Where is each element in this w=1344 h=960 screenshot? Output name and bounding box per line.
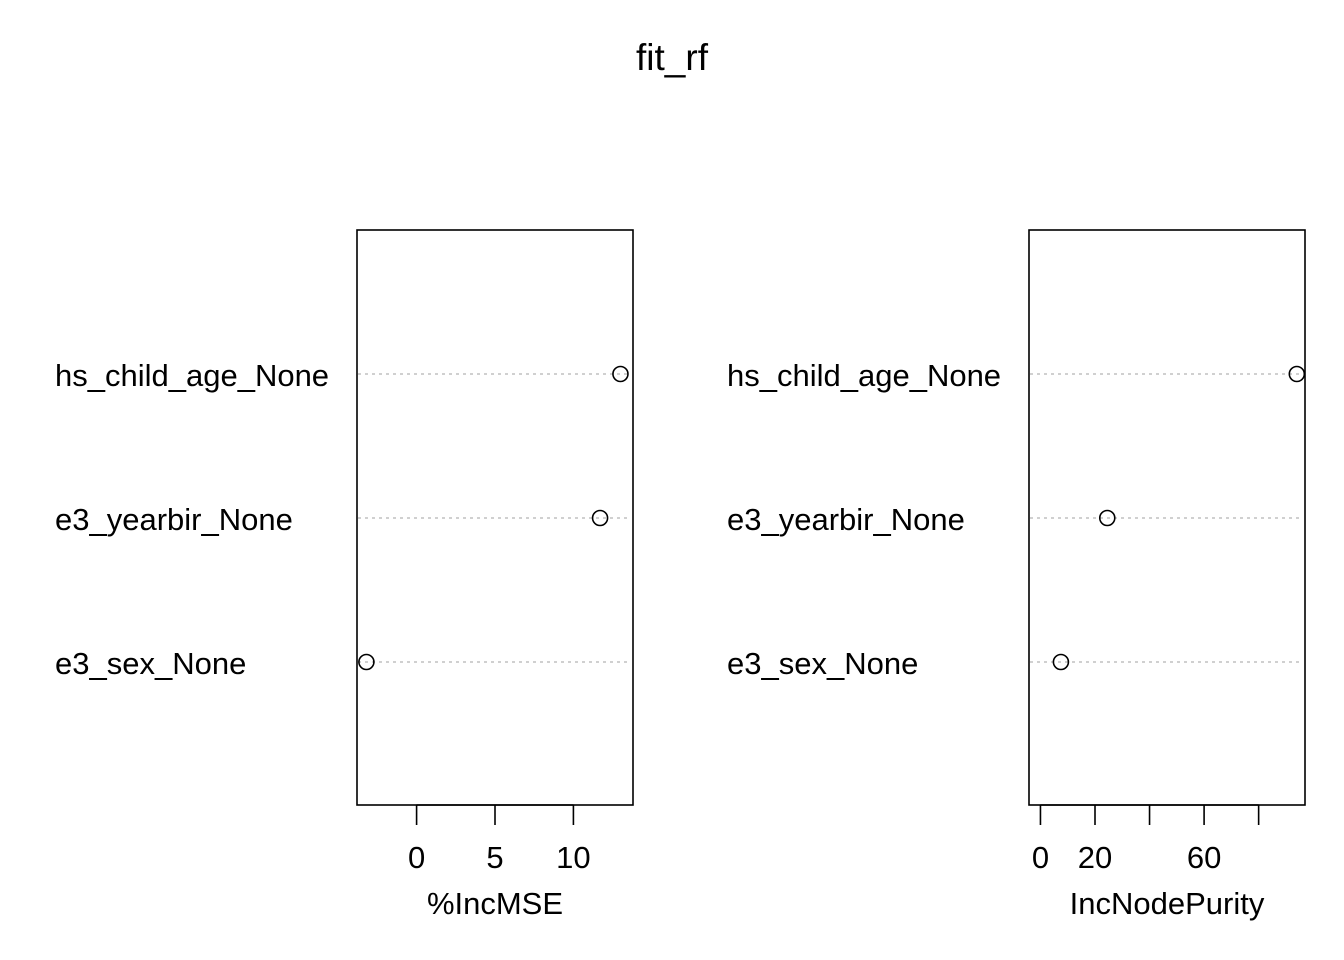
x-tick-label: 0: [408, 840, 425, 875]
x-tick-label: 10: [556, 840, 590, 875]
category-label: e3_sex_None: [727, 646, 918, 681]
chart-title: fit_rf: [636, 37, 709, 78]
category-label: hs_child_age_None: [727, 358, 1001, 393]
x-tick-label: 60: [1187, 840, 1221, 875]
data-point: [358, 653, 375, 671]
x-tick-label: 5: [486, 840, 503, 875]
data-point: [1288, 365, 1306, 383]
category-label: e3_yearbir_None: [727, 502, 965, 537]
data-point: [612, 365, 629, 383]
panel-incnodepurity: hs_child_age_None e3_yearbir_None e3_sex_N…: [727, 229, 1306, 921]
x-tick-label: 0: [1032, 840, 1049, 875]
x-tick-label: 20: [1078, 840, 1112, 875]
x-axis-label: %IncMSE: [427, 886, 563, 921]
data-point: [1098, 509, 1116, 527]
data-point: [1052, 653, 1070, 671]
category-label: e3_yearbir_None: [55, 502, 293, 537]
x-axis-label: IncNodePurity: [1070, 886, 1265, 921]
data-point: [591, 509, 609, 527]
category-label: e3_sex_None: [55, 646, 246, 681]
category-label: hs_child_age_None: [55, 358, 329, 393]
panel-incmse: hs_child_age_None e3_yearbir_None e3_sex_N…: [55, 229, 634, 921]
